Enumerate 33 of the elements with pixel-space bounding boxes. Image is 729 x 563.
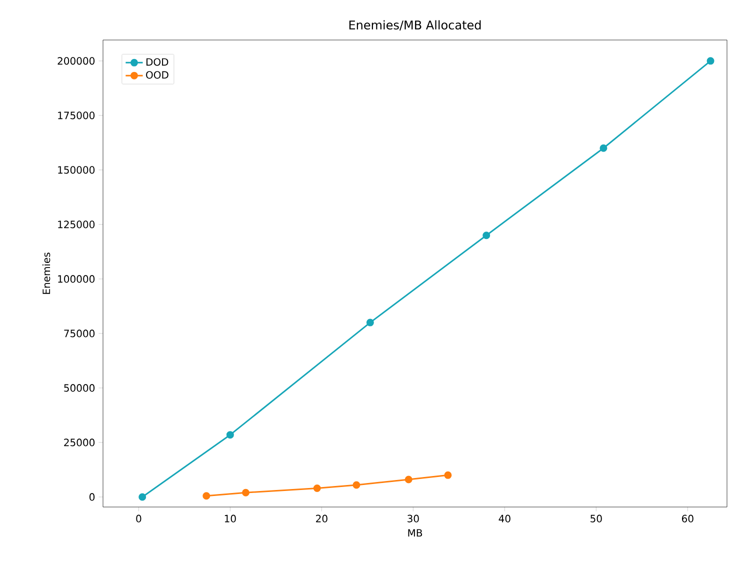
x-tick-label: 10 [224,514,236,522]
point [226,431,234,439]
legend-label: DOD [146,58,168,66]
point [706,57,714,65]
legend-label: OOD [146,71,168,79]
y-axis-title: Enemies [42,252,50,294]
x-tick-label: 20 [316,514,328,522]
point [242,488,250,496]
x-tick-label: 60 [682,514,694,522]
y-tick-label: 150000 [58,166,95,174]
y-tick-label: 0 [89,493,95,501]
y-tick-label: 75000 [64,330,95,338]
point [313,484,321,492]
point [444,471,452,479]
y-tick-label: 100000 [58,275,95,283]
x-tick-label: 30 [408,514,419,522]
point [202,492,210,500]
point [366,318,374,326]
y-tick-label: 50000 [64,384,95,392]
x-tick-label: 40 [498,514,510,522]
y-tick-label: 175000 [58,112,95,120]
chart-title: Enemies/MB Allocated [349,20,481,30]
point [352,481,360,489]
y-tick-label: 25000 [64,438,95,446]
point [404,476,412,484]
point [482,232,490,240]
y-tick-label: 125000 [58,220,95,228]
y-tick-label: 200000 [58,57,95,65]
point [600,144,608,152]
x-tick-label: 50 [590,514,602,522]
x-tick-label: 0 [136,514,142,522]
x-axis-title: MB [408,529,422,537]
point [138,493,146,501]
